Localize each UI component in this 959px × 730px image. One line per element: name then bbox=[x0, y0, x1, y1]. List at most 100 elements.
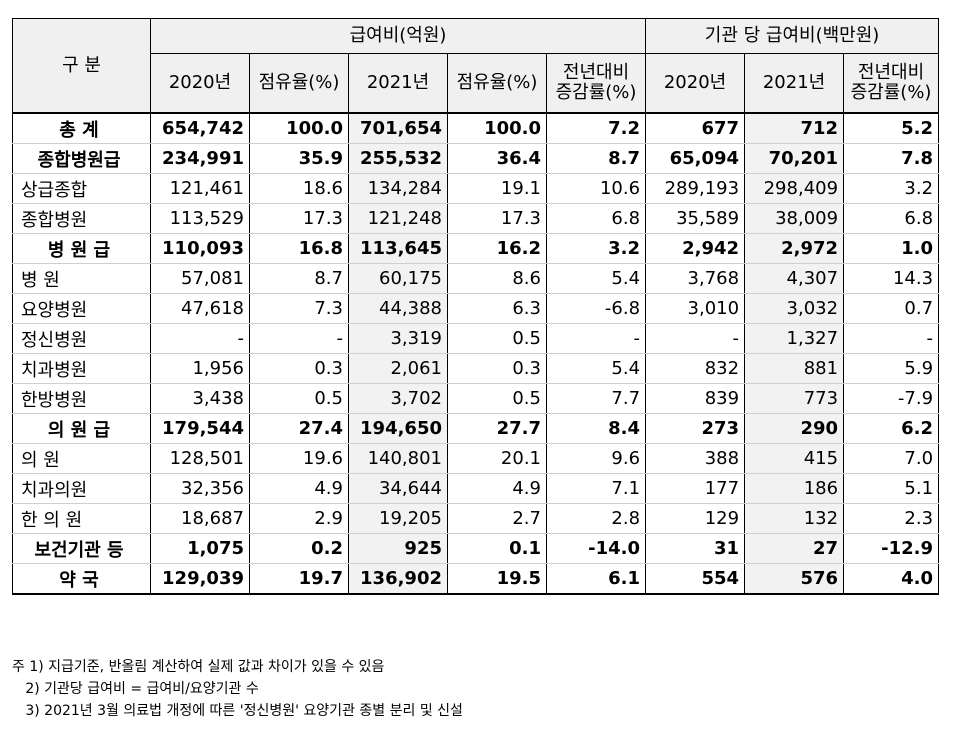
cell-value: 6.8 bbox=[545, 203, 647, 234]
cell-value: 255,532 bbox=[348, 143, 448, 174]
cell-value: 290 bbox=[744, 413, 845, 444]
cell-value: 7.8 bbox=[843, 143, 940, 174]
row-label: 총 계 bbox=[12, 112, 151, 144]
cell-value: -7.9 bbox=[843, 383, 940, 414]
cell-value: 5.4 bbox=[545, 263, 647, 294]
cell-value: 16.2 bbox=[447, 233, 547, 264]
cell-value: - bbox=[545, 323, 647, 354]
cell-value: 7.2 bbox=[545, 112, 647, 144]
cell-value: 27.7 bbox=[447, 413, 547, 444]
cell-value: 0.1 bbox=[447, 533, 547, 564]
cell-value: 8.7 bbox=[249, 263, 349, 294]
table-row: 병 원 급 110,093 16.8 113,645 16.2 3.2 2,942 2,972… bbox=[12, 233, 940, 264]
cell-value: -14.0 bbox=[545, 533, 647, 564]
table-container: 구 분 급여비(억원) 기관 당 급여비(백만원) 2020년 점유율(%) 2… bbox=[12, 18, 940, 595]
cell-value: 36.4 bbox=[447, 143, 547, 174]
cell-value: 3.2 bbox=[545, 233, 647, 264]
cell-value: 234,991 bbox=[150, 143, 250, 174]
cell-value: 5.4 bbox=[545, 353, 647, 384]
table-row: 보건기관 등 1,075 0.2 925 0.1 -14.0 31 27 -12.9 bbox=[12, 533, 940, 564]
cell-value: - bbox=[645, 323, 746, 354]
cell-value: 17.3 bbox=[249, 203, 349, 234]
cell-value: 65,094 bbox=[645, 143, 746, 174]
cell-value: - bbox=[843, 323, 940, 354]
cell-value: 2.9 bbox=[249, 503, 349, 534]
cell-value: 2.8 bbox=[545, 503, 647, 534]
row-label: 병 원 bbox=[12, 263, 151, 294]
cell-value: 70,201 bbox=[744, 143, 845, 174]
table-row: 병 원 57,081 8.7 60,175 8.6 5.4 3,768 4,307 14.3 bbox=[12, 263, 940, 294]
cell-value: 27.4 bbox=[249, 413, 349, 444]
cell-value: 6.2 bbox=[843, 413, 940, 444]
col-inst-2021-header: 2021년 bbox=[744, 53, 845, 114]
row-label: 정신병원 bbox=[12, 323, 151, 354]
cell-value: 1,327 bbox=[744, 323, 845, 354]
table-row: 의 원 급 179,544 27.4 194,650 27.7 8.4 273 290 6.2 bbox=[12, 413, 940, 444]
cell-value: 576 bbox=[744, 563, 845, 595]
table-row: 의 원 128,501 19.6 140,801 20.1 9.6 388 415 7.0 bbox=[12, 443, 940, 474]
cell-value: 3,319 bbox=[348, 323, 448, 354]
cell-value: 18.6 bbox=[249, 173, 349, 204]
cell-value: 298,409 bbox=[744, 173, 845, 204]
cell-value: 773 bbox=[744, 383, 845, 414]
cell-value: 31 bbox=[645, 533, 746, 564]
cell-value: 0.3 bbox=[249, 353, 349, 384]
cell-value: 832 bbox=[645, 353, 746, 384]
cell-value: 6.8 bbox=[843, 203, 940, 234]
col-inst-2020-header: 2020년 bbox=[645, 53, 746, 114]
benefit-table: 구 분 급여비(억원) 기관 당 급여비(백만원) 2020년 점유율(%) 2… bbox=[12, 18, 940, 595]
row-label: 한방병원 bbox=[12, 383, 151, 414]
cell-value: 19.7 bbox=[249, 563, 349, 595]
cell-value: 4.9 bbox=[447, 473, 547, 504]
table-row: 치과병원 1,956 0.3 2,061 0.3 5.4 832 881 5.9 bbox=[12, 353, 940, 384]
cell-value: 128,501 bbox=[150, 443, 250, 474]
row-label: 요양병원 bbox=[12, 293, 151, 324]
cell-value: 134,284 bbox=[348, 173, 448, 204]
cell-value: 32,356 bbox=[150, 473, 250, 504]
table-row: 상급종합 121,461 18.6 134,284 19.1 10.6 289,193 298… bbox=[12, 173, 940, 204]
cell-value: 132 bbox=[744, 503, 845, 534]
cell-value: 113,645 bbox=[348, 233, 448, 264]
row-label: 치과의원 bbox=[12, 473, 151, 504]
cell-value: 654,742 bbox=[150, 112, 250, 144]
row-label: 한 의 원 bbox=[12, 503, 151, 534]
cell-value: 554 bbox=[645, 563, 746, 595]
cell-value: 10.6 bbox=[545, 173, 647, 204]
table-row: 정신병원 - -3,319 0.5- -1,327- bbox=[12, 323, 940, 354]
cell-value: 100.0 bbox=[447, 112, 547, 144]
cell-value: 6.1 bbox=[545, 563, 647, 595]
cell-value: 0.2 bbox=[249, 533, 349, 564]
cell-value: 44,388 bbox=[348, 293, 448, 324]
cell-value: 1,956 bbox=[150, 353, 250, 384]
cell-value: 839 bbox=[645, 383, 746, 414]
cell-value: 110,093 bbox=[150, 233, 250, 264]
col-2021-header: 2021년 bbox=[348, 53, 448, 114]
cell-value: 5.2 bbox=[843, 112, 940, 144]
row-label: 종합병원 bbox=[12, 203, 151, 234]
cell-value: 3,438 bbox=[150, 383, 250, 414]
cell-value: 34,644 bbox=[348, 473, 448, 504]
cell-value: 0.5 bbox=[447, 323, 547, 354]
cell-value: 18,687 bbox=[150, 503, 250, 534]
per-institution-group-header: 기관 당 급여비(백만원) bbox=[645, 18, 940, 54]
cell-value: 9.6 bbox=[545, 443, 647, 474]
cell-value: 3.2 bbox=[843, 173, 940, 204]
cell-value: 8.6 bbox=[447, 263, 547, 294]
cell-value: 47,618 bbox=[150, 293, 250, 324]
cell-value: -12.9 bbox=[843, 533, 940, 564]
cell-value: 3,702 bbox=[348, 383, 448, 414]
cell-value: 121,248 bbox=[348, 203, 448, 234]
cell-value: 2,942 bbox=[645, 233, 746, 264]
cell-value: 1,075 bbox=[150, 533, 250, 564]
cell-value: 7.1 bbox=[545, 473, 647, 504]
cell-value: - bbox=[150, 323, 250, 354]
cell-value: 129,039 bbox=[150, 563, 250, 595]
cell-value: 925 bbox=[348, 533, 448, 564]
cell-value: 0.3 bbox=[447, 353, 547, 384]
cell-value: 3,032 bbox=[744, 293, 845, 324]
cell-value: 7.7 bbox=[545, 383, 647, 414]
row-label: 종합병원급 bbox=[12, 143, 151, 174]
cell-value: 194,650 bbox=[348, 413, 448, 444]
cell-value: 7.3 bbox=[249, 293, 349, 324]
cell-value: 186 bbox=[744, 473, 845, 504]
